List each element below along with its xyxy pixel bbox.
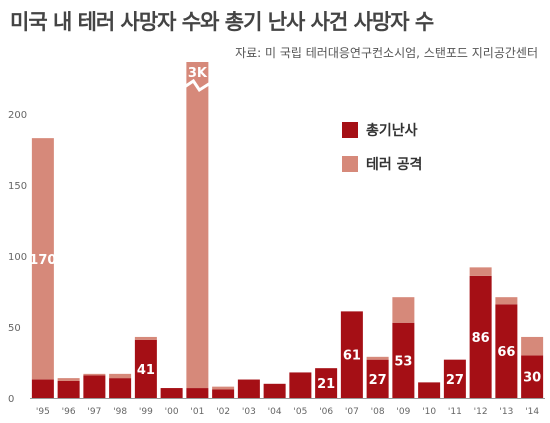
bar-테러 공격 (212, 386, 235, 390)
bar-총기난사 (160, 388, 183, 398)
bar-총기난사 (315, 368, 338, 398)
data-label: 27 (369, 373, 387, 388)
x-tick-label: '95 (36, 407, 50, 417)
bar-총기난사 (469, 275, 492, 398)
y-tick-label: 150 (8, 181, 27, 192)
data-label: 30 (523, 371, 541, 386)
x-tick-label: '00 (165, 407, 179, 417)
x-tick-label: '97 (87, 407, 101, 417)
y-tick-label: 200 (8, 110, 27, 121)
y-tick-label: 50 (8, 323, 21, 334)
bar-총기난사 (418, 382, 441, 398)
data-label: 61 (343, 349, 361, 364)
bar-총기난사 (109, 378, 132, 398)
x-tick-label: '05 (293, 407, 307, 417)
bar-테러 공격 (366, 356, 389, 360)
data-label: 53 (394, 354, 412, 369)
chart-title: 미국 내 테러 사망자 수와 총기 난사 사건 사망자 수 (10, 10, 434, 34)
bar-테러 공격 (31, 138, 54, 380)
x-tick-label: '02 (216, 407, 230, 417)
x-tick-label: '13 (499, 407, 513, 417)
bar-총기난사 (237, 379, 260, 398)
bar-총기난사 (57, 380, 80, 398)
bar-테러 공격 (521, 336, 544, 356)
x-tick-label: '06 (319, 407, 333, 417)
bar-테러 공격 (83, 373, 106, 376)
data-label: 66 (497, 345, 515, 360)
x-tick-label: '12 (474, 407, 488, 417)
bar-총기난사 (186, 388, 209, 398)
x-tick-label: '01 (190, 407, 204, 417)
x-tick-label: '96 (62, 407, 76, 417)
x-tick-label: '07 (345, 407, 359, 417)
data-label: 86 (472, 331, 490, 346)
legend-swatch (342, 156, 358, 172)
bar-테러 공격 (495, 297, 518, 305)
x-tick-label: '14 (525, 407, 539, 417)
x-tick-label: '10 (422, 407, 436, 417)
legend-label: 테러 공격 (366, 156, 422, 173)
x-tick-label: '09 (396, 407, 410, 417)
x-tick-label: '11 (448, 407, 462, 417)
y-tick-label: 100 (8, 252, 27, 263)
data-label: 41 (137, 363, 155, 378)
x-tick-label: '99 (139, 407, 153, 417)
chart-source: 자료: 미 국립 테러대응연구컨소시엄, 스탠포드 지리공간센터 (235, 46, 538, 60)
x-tick-label: '04 (268, 407, 282, 417)
bar-총기난사 (495, 304, 518, 398)
bar-총기난사 (212, 389, 235, 398)
axis-break-mark (183, 78, 212, 93)
data-label: 170 (29, 253, 56, 268)
bar-테러 공격 (57, 378, 80, 381)
bar-총기난사 (340, 311, 363, 398)
data-label: 21 (317, 377, 335, 392)
bar-테러 공격 (469, 267, 492, 276)
bar-총기난사 (443, 359, 466, 398)
data-label: 3K (188, 66, 208, 81)
legend-swatch (342, 122, 358, 138)
legend-label: 총기난사 (366, 122, 418, 139)
bar-테러 공격 (186, 62, 209, 389)
bar-총기난사 (263, 383, 286, 398)
bar-총기난사 (83, 375, 106, 398)
bar-총기난사 (366, 359, 389, 398)
bar-테러 공격 (392, 297, 415, 323)
bar-테러 공격 (109, 373, 132, 379)
bar-총기난사 (392, 322, 415, 398)
x-tick-label: '03 (242, 407, 256, 417)
data-label: 27 (446, 373, 464, 388)
x-tick-label: '08 (371, 407, 385, 417)
bar-총기난사 (521, 355, 544, 398)
bar-총기난사 (134, 339, 157, 398)
bar-총기난사 (31, 379, 54, 398)
bar-테러 공격 (134, 336, 157, 340)
y-tick-label: 0 (8, 394, 14, 405)
x-tick-label: '98 (113, 407, 127, 417)
bar-총기난사 (289, 372, 312, 398)
